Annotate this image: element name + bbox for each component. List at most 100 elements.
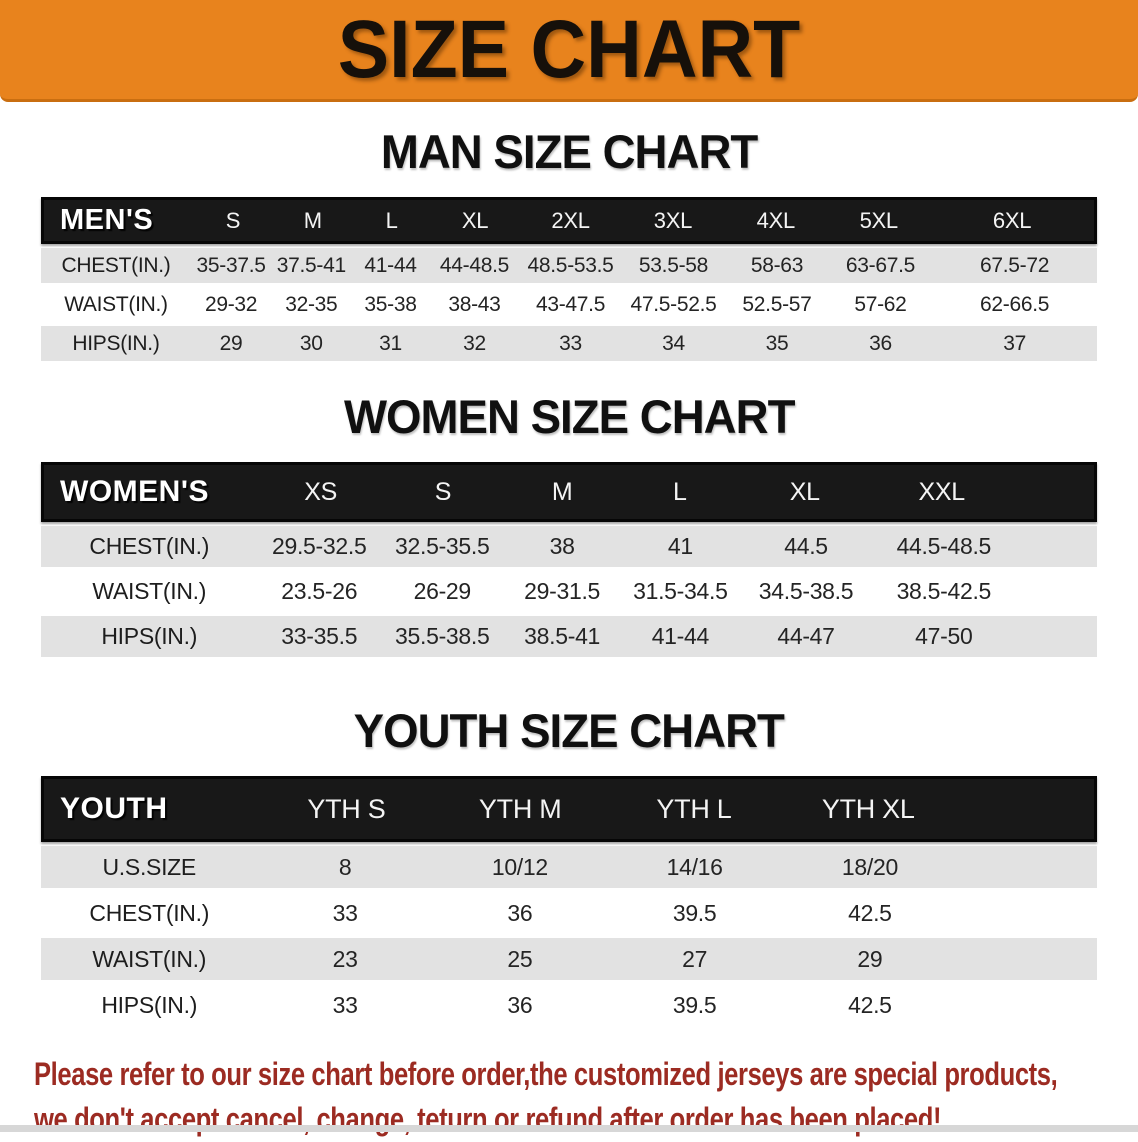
section-title-text: MAN SIZE CHART bbox=[380, 125, 758, 178]
size-column-header: 2XL bbox=[551, 207, 590, 233]
youth-size-table: YOUTH YTH S YTH M YTH L YTH XL U.S.SIZE 8 10/12… bbox=[41, 776, 1097, 1026]
size-value-cell: 38-43 bbox=[448, 292, 501, 316]
size-value-cell: 39.5 bbox=[672, 899, 717, 926]
table-row: HIPS(IN.) 29 30 31 32 33 34 35 36 37 bbox=[41, 326, 1097, 361]
measure-row-label: WAIST(IN.) bbox=[92, 945, 207, 972]
size-value-cell: 8 bbox=[338, 853, 352, 880]
size-column-header: M bbox=[551, 477, 573, 506]
size-column-header: XL bbox=[789, 477, 820, 506]
size-value-cell: 63-67.5 bbox=[845, 253, 916, 277]
measure-row-label: WAIST(IN.) bbox=[92, 578, 207, 604]
size-column-header: 5XL bbox=[859, 207, 899, 233]
size-value-cell: 41-44 bbox=[364, 253, 417, 277]
men-size-table: MEN'S S M L XL 2XL 3XL 4XL 5XL 6XL CHEST(IN.) 35-37… bbox=[41, 197, 1097, 361]
size-value-cell: 42.5 bbox=[848, 991, 892, 1018]
table-row: HIPS(IN.) 33 36 39.5 42.5 bbox=[41, 984, 1097, 1026]
size-column-header: L bbox=[385, 207, 398, 233]
size-value-cell: 44-47 bbox=[777, 623, 835, 649]
size-value-cell: 41-44 bbox=[651, 623, 710, 649]
table-header-row: YOUTH YTH S YTH M YTH L YTH XL bbox=[41, 776, 1097, 842]
size-value-cell: 53.5-58 bbox=[638, 253, 709, 277]
women-size-table: WOMEN'S XS S M L XL XXL CHEST(IN.) 29.5-32.5 32.5… bbox=[41, 462, 1097, 657]
size-value-cell: 32-35 bbox=[285, 292, 338, 316]
measure-row-label: HIPS(IN.) bbox=[101, 991, 198, 1018]
size-value-cell: 36 bbox=[869, 331, 892, 355]
measure-row-label: CHEST(IN.) bbox=[61, 253, 171, 277]
size-value-cell: 34 bbox=[662, 331, 685, 355]
size-value-cell: 31 bbox=[379, 331, 402, 355]
size-value-cell: 29-31.5 bbox=[524, 578, 601, 604]
size-value-cell: 29 bbox=[219, 331, 243, 355]
size-value-cell: 35-37.5 bbox=[196, 253, 266, 277]
size-value-cell: 33 bbox=[332, 899, 358, 926]
size-column-header: S bbox=[434, 477, 452, 506]
size-value-cell: 38.5-41 bbox=[524, 623, 601, 649]
table-row: WAIST(IN.) 23.5-26 26-29 29-31.5 31.5-34.5 34… bbox=[41, 571, 1097, 612]
size-column-header: YTH M bbox=[478, 793, 562, 824]
section-title-text: WOMEN SIZE CHART bbox=[343, 390, 795, 443]
table-row: HIPS(IN.) 33-35.5 35.5-38.5 38.5-41 41-44 44-… bbox=[41, 616, 1097, 657]
size-chart-banner: SIZE CHART bbox=[0, 0, 1138, 102]
size-value-cell: 34.5-38.5 bbox=[758, 578, 854, 604]
size-column-header: XS bbox=[304, 477, 338, 506]
size-value-cell: 29 bbox=[857, 945, 883, 972]
table-row: CHEST(IN.) 29.5-32.5 32.5-35.5 38 41 44.5 44.5… bbox=[41, 526, 1097, 567]
measure-row-label: HIPS(IN.) bbox=[72, 331, 160, 355]
size-value-cell: 32.5-35.5 bbox=[395, 533, 490, 559]
size-value-cell: 37.5-41 bbox=[276, 253, 346, 277]
table-row: CHEST(IN.) 35-37.5 37.5-41 41-44 44-48.5 48.5… bbox=[41, 248, 1097, 283]
bottom-edge-strip bbox=[0, 1125, 1138, 1132]
table-group-label: YOUTH bbox=[60, 792, 168, 825]
measure-row-label: CHEST(IN.) bbox=[89, 899, 210, 926]
size-value-cell: 48.5-53.5 bbox=[527, 253, 614, 277]
table-header-row: MEN'S S M L XL 2XL 3XL 4XL 5XL 6XL bbox=[41, 197, 1097, 244]
size-value-cell: 44.5 bbox=[784, 533, 828, 559]
size-column-header: S bbox=[225, 207, 241, 233]
size-value-cell: 43-47.5 bbox=[535, 292, 606, 316]
size-value-cell: 58-63 bbox=[750, 253, 804, 277]
size-column-header: 6XL bbox=[992, 207, 1032, 233]
size-column-header: L bbox=[672, 477, 687, 506]
size-value-cell: 39.5 bbox=[672, 991, 717, 1018]
size-value-cell: 36 bbox=[507, 899, 533, 926]
size-column-header: XL bbox=[461, 207, 489, 233]
size-column-header: YTH L bbox=[656, 793, 732, 824]
size-value-cell: 44-48.5 bbox=[439, 253, 510, 277]
disclaimer-line-2: we don't accept cancel, change, teturn o… bbox=[34, 1101, 942, 1137]
size-value-cell: 47-50 bbox=[915, 623, 973, 649]
youth-size-chart-title: YOUTH SIZE CHART bbox=[0, 707, 1138, 754]
size-value-cell: 33-35.5 bbox=[281, 623, 358, 649]
size-value-cell: 52.5-57 bbox=[742, 292, 812, 316]
size-value-cell: 32 bbox=[463, 331, 486, 355]
size-column-header: 3XL bbox=[653, 207, 693, 233]
measure-row-label: HIPS(IN.) bbox=[101, 623, 198, 649]
size-value-cell: 25 bbox=[507, 945, 533, 972]
size-column-header: XXL bbox=[918, 477, 966, 506]
size-value-cell: 27 bbox=[682, 945, 708, 972]
size-value-cell: 47.5-52.5 bbox=[630, 292, 717, 316]
size-column-header: 4XL bbox=[756, 207, 796, 233]
table-row: CHEST(IN.) 33 36 39.5 42.5 bbox=[41, 892, 1097, 934]
size-value-cell: 35-38 bbox=[364, 292, 417, 316]
size-value-cell: 35 bbox=[765, 331, 789, 355]
size-value-cell: 18/20 bbox=[841, 853, 898, 880]
size-value-cell: 57-62 bbox=[854, 292, 907, 316]
size-value-cell: 67.5-72 bbox=[980, 253, 1050, 277]
size-value-cell: 29.5-32.5 bbox=[271, 533, 367, 559]
size-value-cell: 42.5 bbox=[848, 899, 892, 926]
size-value-cell: 29-32 bbox=[204, 292, 258, 316]
size-value-cell: 35.5-38.5 bbox=[395, 623, 490, 649]
banner-title: SIZE CHART bbox=[337, 3, 801, 95]
size-value-cell: 36 bbox=[507, 991, 533, 1018]
size-value-cell: 38 bbox=[549, 533, 575, 559]
measure-row-label: U.S.SIZE bbox=[102, 853, 197, 880]
table-row: U.S.SIZE 8 10/12 14/16 18/20 bbox=[41, 846, 1097, 888]
size-value-cell: 30 bbox=[299, 331, 323, 355]
size-value-cell: 41 bbox=[667, 533, 693, 559]
size-value-cell: 23 bbox=[332, 945, 358, 972]
size-column-header: M bbox=[303, 207, 322, 233]
size-column-header: YTH XL bbox=[821, 793, 915, 824]
table-group-label: MEN'S bbox=[60, 204, 154, 236]
size-value-cell: 38.5-42.5 bbox=[896, 578, 992, 604]
table-row: WAIST(IN.) 23 25 27 29 bbox=[41, 938, 1097, 980]
